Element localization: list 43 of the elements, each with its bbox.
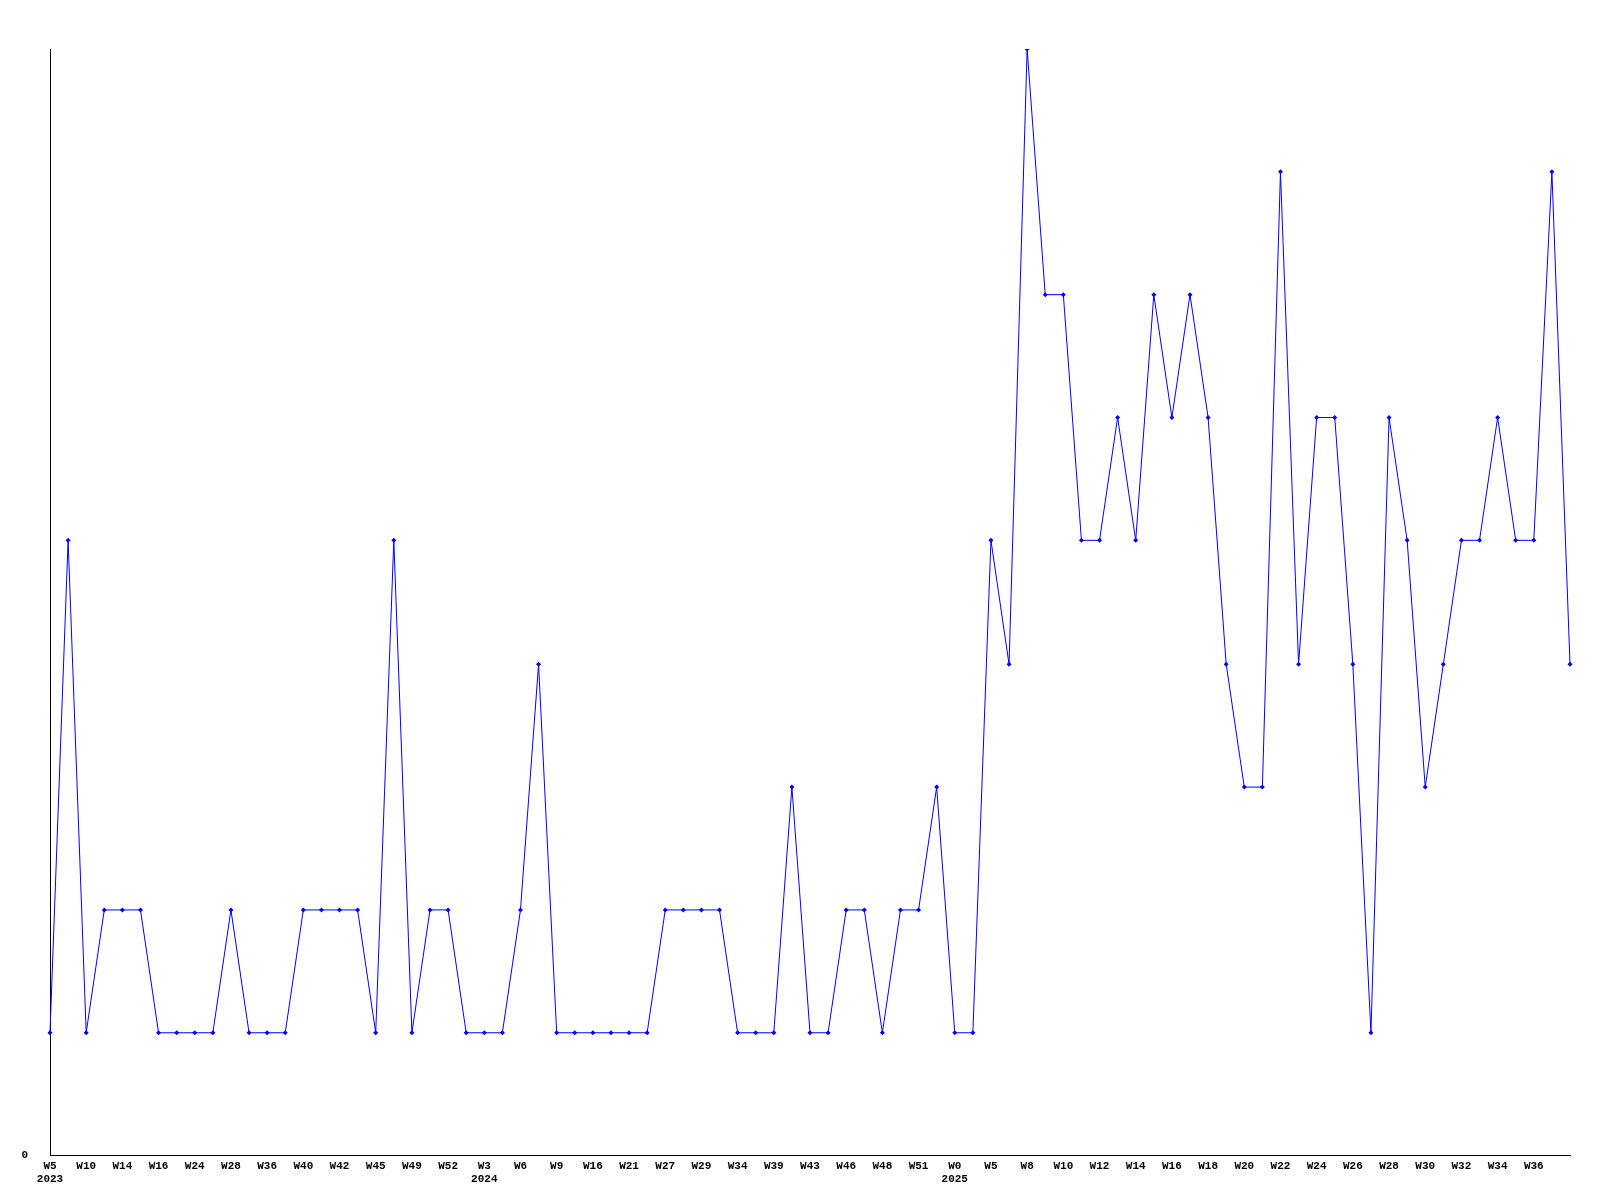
x-tick-label: W51	[908, 1159, 929, 1172]
x-tick-label: W36	[1523, 1159, 1544, 1172]
x-tick-label: W34	[727, 1159, 748, 1172]
x-tick-label: W28	[221, 1159, 242, 1172]
x-tick-label: W14	[112, 1159, 133, 1172]
x-tick-label: W28	[1379, 1159, 1400, 1172]
x-tick-label: W16	[582, 1159, 603, 1172]
x-tick-label: W46	[836, 1159, 857, 1172]
x-tick-label: W26	[1342, 1159, 1363, 1172]
x-tick-label: W29	[691, 1159, 712, 1172]
x-tick-label: W18	[1198, 1159, 1219, 1172]
x-tick-label: W42	[329, 1159, 350, 1172]
x-tick-label: W34	[1487, 1159, 1508, 1172]
x-tick-label: W43	[800, 1159, 821, 1172]
x-tick-label: W6	[513, 1159, 528, 1172]
x-tick-label: W9	[550, 1159, 564, 1172]
x-tick-label: W16	[148, 1159, 169, 1172]
x-tick-label: W36	[257, 1159, 278, 1172]
x-tick-label: W40	[293, 1159, 314, 1172]
x-tick-label: W5	[984, 1159, 998, 1172]
x-tick-label: W27	[655, 1159, 676, 1172]
x-tick-label: W10	[1053, 1159, 1074, 1172]
text: 0	[21, 1149, 28, 1162]
x-tick-label: W48	[872, 1159, 893, 1172]
x-tick-label: W16	[1162, 1159, 1182, 1172]
x-tick-label: W3 2024	[471, 1159, 498, 1186]
x-tick-label: W12	[1089, 1159, 1110, 1172]
x-tick-label: W10	[76, 1159, 97, 1172]
x-tick-label: W22	[1270, 1159, 1291, 1172]
x-tick-label: W45	[365, 1159, 387, 1172]
x-tick-label: W20	[1234, 1159, 1255, 1172]
x-tick-label: W24	[1306, 1159, 1327, 1172]
x-tick-label: W21	[619, 1159, 640, 1172]
x-tick-label: W5 2023	[36, 1159, 64, 1186]
x-tick-label: W32	[1451, 1159, 1472, 1172]
x-tick-label: W0 2025	[941, 1159, 969, 1186]
x-tick-label: W30	[1415, 1159, 1436, 1172]
x-tick-label: W8	[1020, 1159, 1035, 1172]
x-tick-label: W49	[402, 1159, 422, 1172]
x-tick-label: W52	[438, 1159, 458, 1172]
x-tick-label: W14	[1125, 1159, 1147, 1172]
x-tick-label: W24	[184, 1159, 206, 1172]
x-tick-label: W39	[763, 1159, 784, 1172]
